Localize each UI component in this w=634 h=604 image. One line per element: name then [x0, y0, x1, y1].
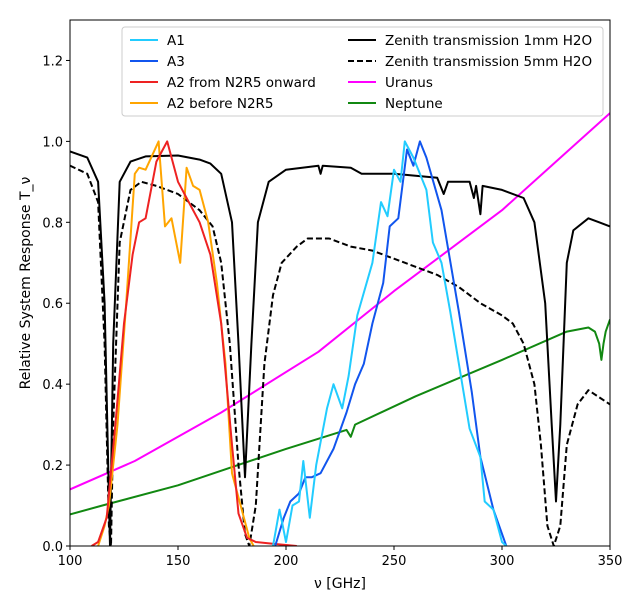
- y-tick-label: 0.2: [42, 459, 63, 474]
- legend-label: A1: [167, 33, 185, 49]
- legend-label: Neptune: [385, 96, 443, 112]
- x-tick-label: 100: [58, 554, 83, 569]
- y-tick-label: 1.0: [42, 135, 63, 150]
- series-line-a2-from-n2r5-onward: [91, 140, 297, 546]
- series-line-zenith-transmission-5mm-h2o: [70, 164, 610, 546]
- series-line-neptune: [70, 319, 610, 516]
- series-line-a1: [272, 140, 507, 546]
- y-axis-label: Relative System Response T_ν: [18, 177, 34, 390]
- legend-label: Zenith transmission 5mm H2O: [385, 54, 592, 70]
- axes-frame: [69, 19, 611, 547]
- ticks-group: 100 150 200 250 300 350 0.0 0.2 0.4 0.6 0.8 1.0 1.2: [42, 54, 622, 569]
- legend-box: [121, 26, 604, 117]
- legend-label: A3: [167, 54, 185, 70]
- series-line-zenith-transmission-1mm-h2o: [70, 150, 610, 546]
- series-group: [70, 112, 610, 546]
- x-tick-label: 300: [490, 554, 515, 569]
- x-tick-label: 350: [598, 554, 623, 569]
- y-tick-label: 0.0: [42, 540, 63, 555]
- legend-label: A2 from N2R5 onward: [167, 75, 316, 91]
- x-tick-label: 200: [274, 554, 299, 569]
- x-tick-label: 250: [382, 554, 407, 569]
- y-tick-label: 0.6: [42, 297, 63, 312]
- y-tick-label: 0.8: [42, 216, 63, 231]
- y-tick-label: 0.4: [42, 378, 63, 393]
- x-tick-label: 150: [166, 554, 191, 569]
- legend-label: Zenith transmission 1mm H2O: [385, 33, 592, 49]
- legend-label: A2 before N2R5: [167, 96, 274, 112]
- series-line-a3: [274, 140, 508, 546]
- legend: A1 A3 A2 from N2R5 onward A2 before N2R5 Zen…: [121, 26, 604, 117]
- legend-label: Uranus: [385, 75, 433, 91]
- x-axis-label: ν [GHz]: [314, 576, 366, 592]
- y-tick-label: 1.2: [42, 54, 63, 69]
